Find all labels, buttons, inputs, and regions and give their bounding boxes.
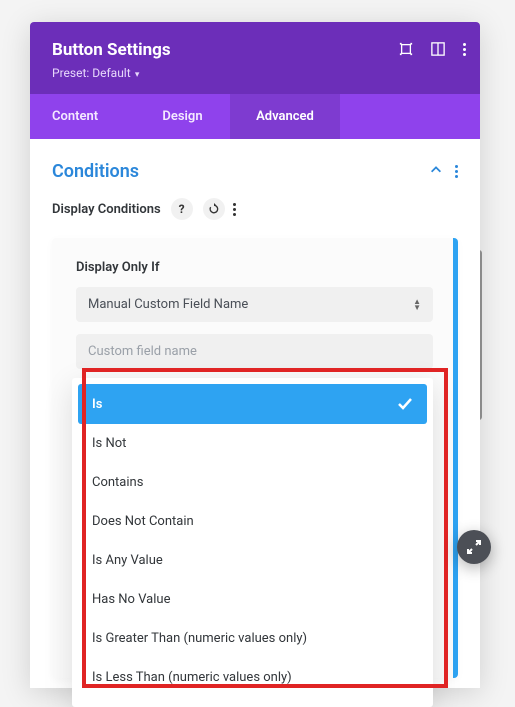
condition-card: Display Only If Manual Custom Field Name… [52,238,458,678]
dropdown-option-is-any-value[interactable]: Is Any Value [78,541,427,580]
custom-field-name-input[interactable]: Custom field name [76,334,433,369]
dropdown-option-less-than[interactable]: Is Less Than (numeric values only) [78,658,427,697]
section-header[interactable]: Conditions [52,161,458,182]
option-label: Does Not Contain [92,514,194,529]
panel-header: Button Settings Preset: Default ▾ [30,22,480,94]
preset-selector[interactable]: Preset: Default ▾ [52,66,458,80]
option-label: Is Less Than (numeric values only) [92,670,292,685]
settings-panel: Button Settings Preset: Default ▾ Conten… [30,22,480,688]
field-label-row: Display Conditions ? [52,198,458,220]
reset-icon[interactable] [203,198,225,220]
help-icon[interactable]: ? [171,198,193,220]
tab-content[interactable]: Content [30,94,135,139]
select-value: Manual Custom Field Name [88,297,248,312]
option-label: Contains [92,475,143,490]
panel-title: Button Settings [52,40,458,60]
expand-icon[interactable] [399,42,413,56]
field-label: Display Conditions [52,202,161,217]
dropdown-option-is[interactable]: Is [78,384,427,424]
option-label: Is Greater Than (numeric values only) [92,631,307,646]
dropdown-option-has-no-value[interactable]: Has No Value [78,580,427,619]
preset-label: Preset: Default [52,66,131,80]
tab-advanced[interactable]: Advanced [230,94,340,139]
dropdown-option-does-not-contain[interactable]: Does Not Contain [78,502,427,541]
select-arrows-icon: ▲▼ [413,299,421,311]
resize-handle[interactable] [457,530,491,564]
option-label: Has No Value [92,592,170,607]
dropdown-option-contains[interactable]: Contains [78,463,427,502]
tabs-bar: Content Design Advanced [30,94,480,139]
operator-dropdown: Is Is Not Contains Does Not Contain Is A… [72,378,433,707]
caret-down-icon: ▾ [133,70,140,80]
more-vertical-icon[interactable] [455,165,458,178]
option-label: Is Not [92,436,126,451]
more-vertical-icon[interactable] [463,43,466,56]
option-label: Is [92,397,102,412]
dropdown-option-is-not[interactable]: Is Not [78,424,427,463]
section-title: Conditions [52,161,139,182]
dropdown-option-greater-than[interactable]: Is Greater Than (numeric values only) [78,619,427,658]
layout-icon[interactable] [431,42,445,56]
tab-design[interactable]: Design [135,94,230,139]
option-label: Is Any Value [92,553,163,568]
field-type-select[interactable]: Manual Custom Field Name ▲▼ [76,287,433,322]
more-vertical-icon[interactable] [233,203,236,216]
check-icon [397,396,413,412]
card-label: Display Only If [76,260,433,275]
panel-body: Conditions Display Conditions ? Display … [30,139,480,688]
chevron-up-icon[interactable] [429,162,443,181]
